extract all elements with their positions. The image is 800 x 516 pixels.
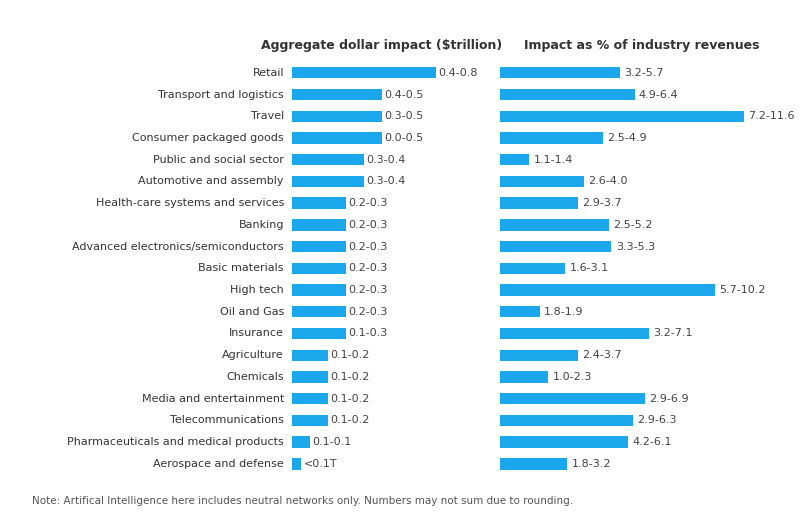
Bar	[500, 89, 634, 100]
Bar	[500, 176, 584, 187]
Text: Chemicals: Chemicals	[226, 372, 284, 382]
Text: 1.6-3.1: 1.6-3.1	[570, 263, 609, 273]
Bar	[500, 154, 530, 165]
Text: Aerospace and defense: Aerospace and defense	[154, 459, 284, 469]
Text: Pharmaceuticals and medical products: Pharmaceuticals and medical products	[67, 437, 284, 447]
Bar	[292, 110, 382, 122]
Text: 2.6-4.0: 2.6-4.0	[588, 176, 628, 186]
Text: 0.2-0.3: 0.2-0.3	[349, 220, 388, 230]
Bar	[500, 306, 540, 317]
Text: 2.4-3.7: 2.4-3.7	[582, 350, 622, 360]
Text: 4.2-6.1: 4.2-6.1	[633, 437, 672, 447]
Bar	[292, 263, 346, 274]
Text: 0.1-0.2: 0.1-0.2	[330, 372, 370, 382]
Bar	[292, 67, 436, 78]
Bar	[292, 198, 346, 209]
Bar	[292, 372, 328, 382]
Bar	[500, 415, 633, 426]
Bar	[500, 328, 650, 339]
Text: 3.2-5.7: 3.2-5.7	[624, 68, 664, 78]
Bar	[292, 437, 310, 448]
Bar	[500, 349, 578, 361]
Text: High tech: High tech	[230, 285, 284, 295]
Text: Basic materials: Basic materials	[198, 263, 284, 273]
Bar	[500, 110, 744, 122]
Text: 1.1-1.4: 1.1-1.4	[534, 155, 573, 165]
Text: <0.1T: <0.1T	[304, 459, 338, 469]
Bar	[500, 132, 603, 143]
Bar	[500, 219, 610, 231]
Text: 0.2-0.3: 0.2-0.3	[349, 241, 388, 252]
Text: 0.1-0.1: 0.1-0.1	[313, 437, 352, 447]
Bar	[292, 219, 346, 231]
Bar	[500, 437, 628, 448]
Bar	[292, 415, 328, 426]
Text: 0.1-0.2: 0.1-0.2	[330, 415, 370, 425]
Text: 0.1-0.3: 0.1-0.3	[349, 329, 388, 338]
Bar	[292, 132, 382, 143]
Text: 0.3-0.4: 0.3-0.4	[366, 176, 406, 186]
Bar	[292, 306, 346, 317]
Text: 4.9-6.4: 4.9-6.4	[639, 89, 678, 100]
Text: 0.2-0.3: 0.2-0.3	[349, 263, 388, 273]
Text: 0.2-0.3: 0.2-0.3	[349, 285, 388, 295]
Text: 2.5-4.9: 2.5-4.9	[607, 133, 647, 143]
Text: 2.9-6.9: 2.9-6.9	[650, 394, 689, 404]
Text: 0.1-0.2: 0.1-0.2	[330, 350, 370, 360]
Text: Oil and Gas: Oil and Gas	[220, 307, 284, 317]
Text: Note: Artifical Intelligence here includes neutral networks only. Numbers may no: Note: Artifical Intelligence here includ…	[32, 496, 573, 506]
Bar	[500, 372, 548, 382]
Bar	[292, 328, 346, 339]
Bar	[292, 349, 328, 361]
Text: Agriculture: Agriculture	[222, 350, 284, 360]
Bar	[500, 393, 645, 405]
Text: 3.3-5.3: 3.3-5.3	[616, 241, 655, 252]
Bar	[500, 67, 620, 78]
Text: 1.8-1.9: 1.8-1.9	[544, 307, 584, 317]
Text: Advanced electronics/semiconductors: Advanced electronics/semiconductors	[72, 241, 284, 252]
Bar	[500, 263, 566, 274]
Bar	[292, 393, 328, 405]
Text: 0.3-0.4: 0.3-0.4	[366, 155, 406, 165]
Bar	[292, 241, 346, 252]
Text: 0.4-0.5: 0.4-0.5	[385, 89, 424, 100]
Text: 1.8-3.2: 1.8-3.2	[571, 459, 611, 469]
Bar	[500, 198, 578, 209]
Text: Health-care systems and services: Health-care systems and services	[96, 198, 284, 208]
Text: Consumer packaged goods: Consumer packaged goods	[132, 133, 284, 143]
Text: Impact as % of industry revenues: Impact as % of industry revenues	[524, 39, 760, 52]
Bar	[292, 89, 382, 100]
Text: Retail: Retail	[252, 68, 284, 78]
Text: Public and social sector: Public and social sector	[153, 155, 284, 165]
Text: 0.3-0.5: 0.3-0.5	[385, 111, 424, 121]
Text: 1.0-2.3: 1.0-2.3	[553, 372, 592, 382]
Bar	[500, 284, 714, 296]
Text: Media and entertainment: Media and entertainment	[142, 394, 284, 404]
Text: Transport and logistics: Transport and logistics	[158, 89, 284, 100]
Bar	[292, 176, 364, 187]
Text: Telecommunications: Telecommunications	[170, 415, 284, 425]
Text: Insurance: Insurance	[229, 329, 284, 338]
Text: 2.9-6.3: 2.9-6.3	[637, 415, 676, 425]
Text: Travel: Travel	[250, 111, 284, 121]
Text: 0.2-0.3: 0.2-0.3	[349, 307, 388, 317]
Text: 0.2-0.3: 0.2-0.3	[349, 198, 388, 208]
Text: 3.2-7.1: 3.2-7.1	[654, 329, 693, 338]
Bar	[292, 154, 364, 165]
Bar	[500, 458, 567, 470]
Text: 7.2-11.6: 7.2-11.6	[748, 111, 794, 121]
Text: 0.0-0.5: 0.0-0.5	[385, 133, 424, 143]
Text: 2.9-3.7: 2.9-3.7	[582, 198, 622, 208]
Bar	[500, 241, 611, 252]
Text: 5.7-10.2: 5.7-10.2	[718, 285, 766, 295]
Text: 2.5-5.2: 2.5-5.2	[614, 220, 653, 230]
Bar	[292, 284, 346, 296]
Text: Banking: Banking	[238, 220, 284, 230]
Bar	[292, 458, 301, 470]
Text: Aggregate dollar impact ($trillion): Aggregate dollar impact ($trillion)	[262, 39, 502, 52]
Text: Automotive and assembly: Automotive and assembly	[138, 176, 284, 186]
Text: 0.1-0.2: 0.1-0.2	[330, 394, 370, 404]
Text: 0.4-0.8: 0.4-0.8	[438, 68, 478, 78]
